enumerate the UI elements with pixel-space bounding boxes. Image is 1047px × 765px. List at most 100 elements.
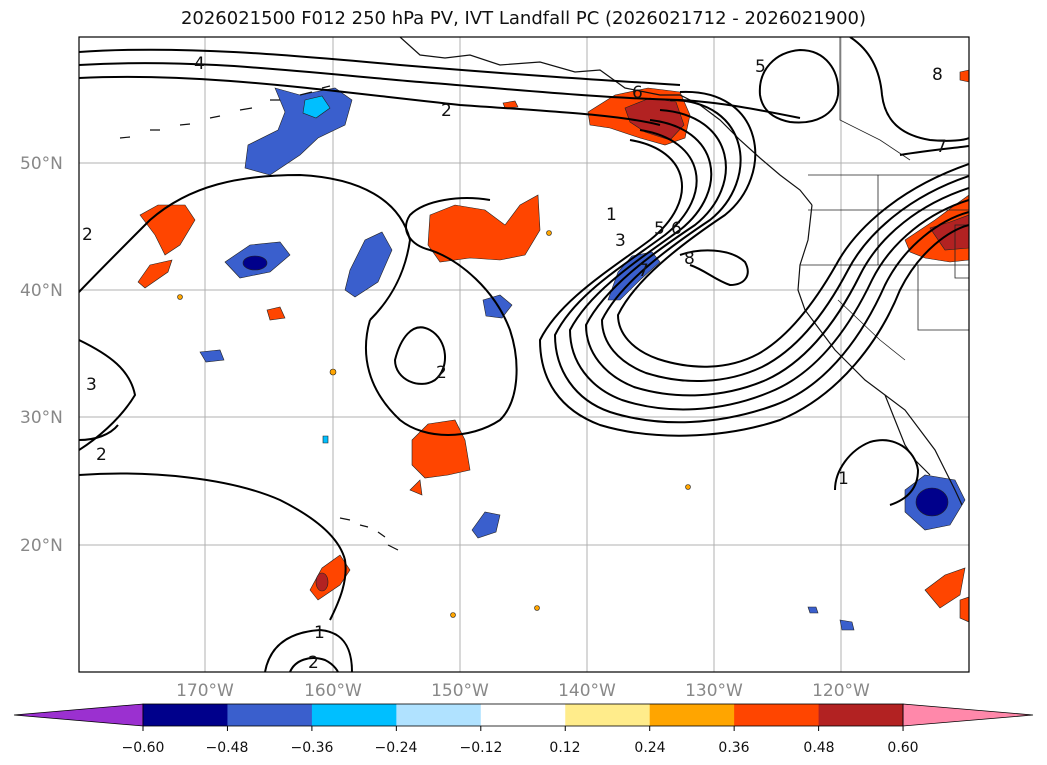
lon-label-160w: 160°W [304,681,362,701]
pv-pos-blob-se [924,567,966,609]
contour-label-3: 3 [615,231,626,251]
contour-label-4: 4 [194,54,205,74]
contour-label-1: 1 [606,205,617,225]
pv-pos-blob-tiny1 [502,100,519,109]
pv-pos-blob-south-core [315,572,329,592]
cb-label-neg012: −0.12 [460,740,503,756]
colorbar-labels: −0.60 −0.48 −0.36 −0.24 −0.12 0.12 0.24 … [122,740,919,756]
pv-pos-blob-small [266,306,286,321]
colorbar-extend-low [13,703,144,727]
lon-label-170w: 170°W [176,681,234,701]
contour-sw-lower [79,424,119,441]
map-frame [78,36,970,673]
colorbar-segment [818,704,904,726]
colorbar-extend-high [902,703,1034,727]
contour-1-east [834,439,920,506]
contour-label-7b: 7 [638,261,649,281]
map-plot-area: 4 2 6 5 8 7 1 3 5 6 8 7 2 3 2 2 1 1 2 [79,37,969,673]
aleutian-islands [119,85,331,139]
pv-pos-dot1 [177,294,183,300]
contour-2-loop [364,197,518,436]
cb-label-012: 0.12 [549,740,580,756]
contour-jet-5 [600,99,969,383]
cb-label-neg048: −0.48 [206,740,249,756]
contour-inner-2 [393,326,447,385]
colorbar-segment [649,704,735,726]
pv-neg-blob-tiny1 [839,619,855,631]
pv-pos-dot3 [685,484,691,490]
colorbar-segment [311,704,397,726]
lon-label-140w: 140°W [558,681,616,701]
lat-label-40n: 40°N [20,281,63,301]
contour-label-8b: 8 [684,249,695,269]
pv-pos-blob-central [427,194,541,263]
negative-pv-regions [199,87,966,631]
pv-neg-blob-small2 [199,349,225,363]
contour-7-ne [899,145,969,156]
contour-jet-4 [584,109,969,397]
pv-neg-blob-tiny2 [807,606,819,614]
contour-label-5: 5 [755,57,766,77]
cb-label-024: 0.24 [634,740,665,756]
contour-label-6: 6 [632,83,643,103]
gridlines [79,37,969,672]
pv-pos-dot4 [534,605,540,611]
longitude-labels: 170°W 160°W 150°W 140°W 130°W 120°W [176,681,870,701]
map-title: 2026021500 F012 250 hPa PV, IVT Landfall… [180,8,867,29]
cb-label-neg024: −0.24 [375,740,418,756]
contour-label-2b: 2 [82,225,93,245]
contour-bottom-1 [264,628,353,672]
colorbar-segment [734,704,820,726]
pv-neg-blob-south [471,511,501,539]
cb-label-060: 0.60 [887,740,918,756]
cb-label-048: 0.48 [803,740,834,756]
contour-label-8: 8 [932,65,943,85]
contour-label-2: 2 [441,101,452,121]
pv-pos-blob-tiny2 [959,69,969,83]
contour-8-inner [679,249,749,287]
contour-label-7: 7 [936,137,947,157]
coastlines [119,37,963,551]
contour-jet-2 [553,129,969,424]
colorbar-segment [227,704,313,726]
contour-label-1b: 1 [838,469,849,489]
contour-label-2e: 2 [308,653,319,673]
contour-8-ne [849,37,969,142]
lon-label-130w: 130°W [685,681,743,701]
contour-label-1c: 1 [314,623,325,643]
contour-jet-6 [616,90,969,368]
pv-pos-blob-se2 [959,596,969,623]
colorbar-segment [143,704,228,726]
contour-label-6b: 6 [671,219,682,239]
contour-jet-1 [538,139,969,437]
pv-neg-blob-central [344,231,393,298]
cb-label-neg036: −0.36 [291,740,334,756]
colorbar-segment [565,704,651,726]
cb-label-neg060: −0.60 [122,740,165,756]
contour-4-top [79,62,801,119]
cb-label-036: 0.36 [718,740,749,756]
pv-pos-dot5 [450,612,456,618]
baja-peninsula [884,394,931,476]
colorbar-segment [396,704,482,726]
contour-west-ring [79,173,412,321]
pv-pos-dot2 [329,368,337,376]
colorbar-ticks [142,726,904,731]
contour-jet-3 [568,119,969,411]
lon-label-150w: 150°W [431,681,489,701]
west-coast [797,204,963,506]
lat-label-30n: 30°N [20,408,63,428]
contour-5-ne [758,48,840,124]
pv-neg-blob-tiny3 [322,435,329,444]
lat-label-20n: 20°N [20,536,63,556]
colorbar: −0.60 −0.48 −0.36 −0.24 −0.12 0.12 0.24 … [13,703,1034,756]
alaska-coast [399,37,813,206]
contour-southwest-2 [79,472,347,621]
pv-pos-blob-subtrop-tail [409,479,423,496]
colorbar-frame [142,703,904,727]
contour-top-2 [79,75,661,126]
pv-neg-blob-baja-core [915,487,949,517]
lat-label-50n: 50°N [20,154,63,174]
pv-neg-blob-offshore [607,251,661,301]
